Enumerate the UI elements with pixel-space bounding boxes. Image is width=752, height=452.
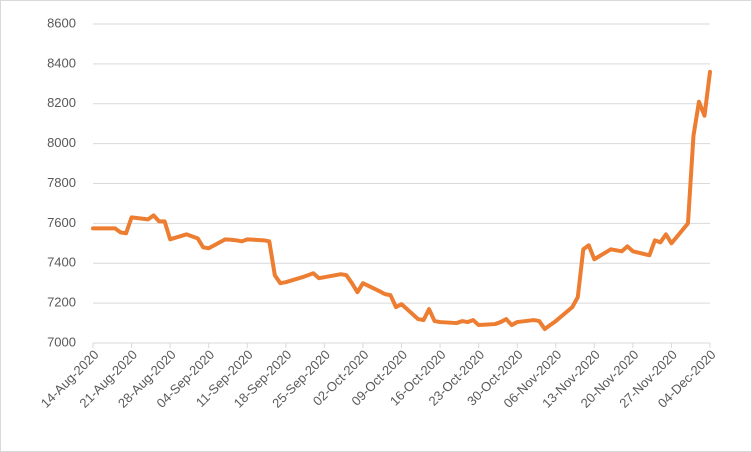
y-tick-label: 7000 [47,334,76,349]
y-tick-label: 8000 [47,135,76,150]
y-tick-label: 7600 [47,215,76,230]
y-tick-label: 8400 [47,55,76,70]
y-tick-label: 8200 [47,95,76,110]
y-tick-label: 7400 [47,255,76,270]
line [91,69,712,332]
y-tick-label: 7200 [47,295,76,310]
y-tick-label: 7800 [47,175,76,190]
y-tick-label: 8600 [47,15,76,30]
